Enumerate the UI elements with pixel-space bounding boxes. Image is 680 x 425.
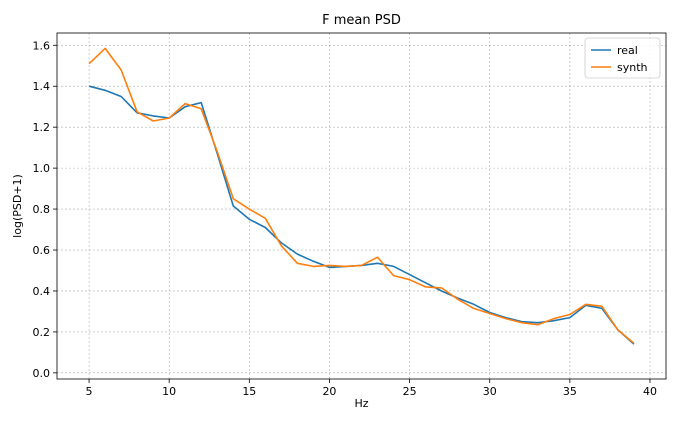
x-axis: 5 10 15 20 25 30 35 40 (86, 379, 657, 398)
x-tick-label: 5 (86, 385, 93, 398)
y-axis-label: log(PSD+1) (11, 174, 24, 238)
legend-box (584, 37, 661, 79)
y-tick-label: 1.4 (33, 80, 51, 93)
x-tick-label: 20 (322, 385, 336, 398)
plot-frame (56, 32, 667, 380)
x-tick-label: 40 (643, 385, 657, 398)
y-tick-label: 1.2 (33, 121, 51, 134)
x-tick-label: 30 (483, 385, 497, 398)
x-tick-label: 15 (242, 385, 256, 398)
grid (57, 33, 666, 379)
legend-label-real: real (617, 44, 638, 57)
y-tick-label: 1.0 (33, 162, 51, 175)
y-tick-label: 0.8 (33, 203, 51, 216)
series-line-synth (88, 47, 635, 344)
x-tick-label: 10 (162, 385, 176, 398)
y-tick-label: 0.2 (33, 326, 51, 339)
y-tick-label: 0.6 (33, 244, 51, 257)
x-axis-label: Hz (354, 397, 368, 410)
series-layer (88, 47, 635, 345)
x-tick-label: 35 (563, 385, 577, 398)
legend-label-synth: synth (617, 61, 648, 74)
y-tick-label: 0.0 (33, 367, 51, 380)
series-line-real (88, 85, 635, 345)
y-axis: 0.0 0.2 0.4 0.6 0.8 1.0 1.2 1.4 1.6 (33, 39, 57, 380)
chart-title: F mean PSD (322, 13, 401, 28)
legend: real synth (584, 37, 661, 79)
y-tick-label: 0.4 (33, 285, 51, 298)
x-tick-label: 25 (403, 385, 417, 398)
y-tick-label: 1.6 (33, 39, 51, 52)
